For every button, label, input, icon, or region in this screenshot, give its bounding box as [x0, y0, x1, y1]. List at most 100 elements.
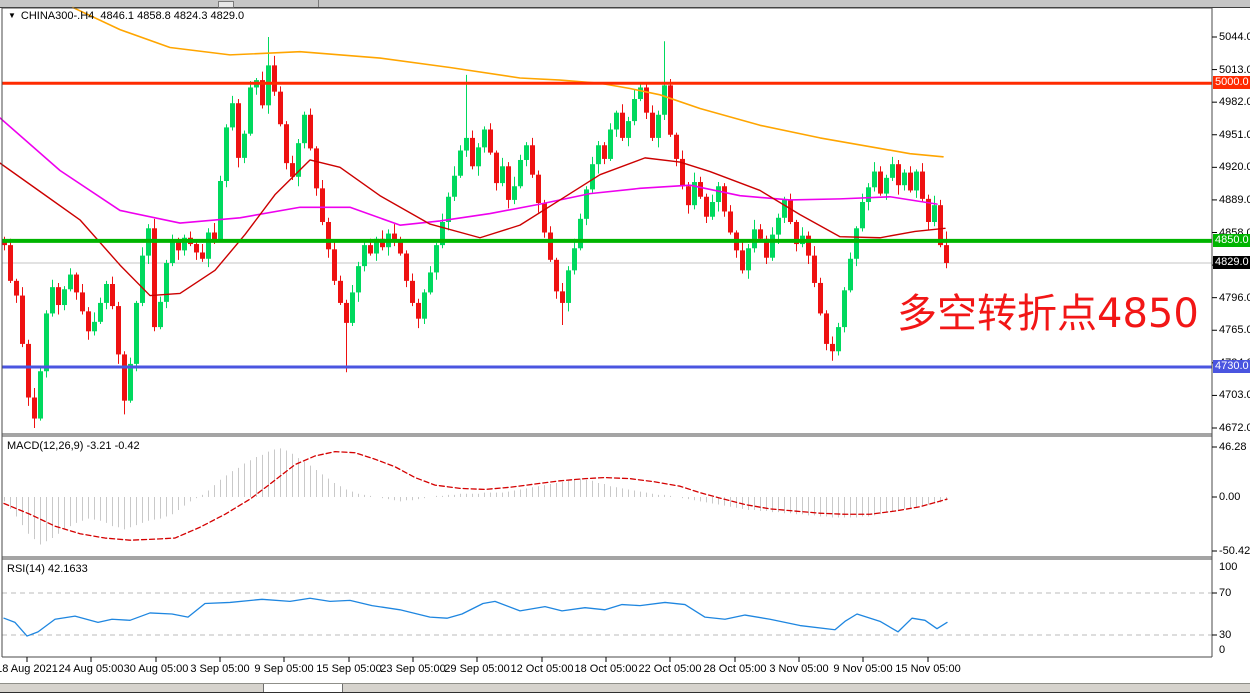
- candle-up: [614, 112, 619, 130]
- candle-down: [824, 313, 829, 344]
- candle-up: [902, 172, 907, 186]
- ma-fast-line: [0, 157, 946, 297]
- candle-up: [92, 321, 97, 332]
- candle-down: [74, 274, 79, 293]
- candle-up: [422, 292, 427, 319]
- date-tick-label: 24 Aug 05:00: [58, 663, 124, 675]
- candle-up: [692, 182, 697, 206]
- chart-title-row: ▼ CHINA300-.H4 4846.1 4858.8 4824.3 4829.…: [8, 10, 244, 22]
- top-strip-separator: [318, 0, 319, 7]
- candle-up: [632, 99, 637, 122]
- price-badge-4850: 4850.0: [1213, 233, 1250, 247]
- candle-up: [170, 241, 175, 263]
- rsi-line: [3, 597, 948, 637]
- date-tick-label: 12 Oct 05:00: [510, 663, 574, 675]
- date-tick-label: 29 Sep 05:00: [444, 663, 510, 675]
- date-tick-label: 15 Sep 05:00: [316, 663, 382, 675]
- candle-up: [746, 248, 751, 271]
- status-bar-inset: [263, 684, 343, 693]
- candle-up: [302, 114, 307, 144]
- candle-down: [56, 287, 61, 306]
- candle-down: [530, 145, 535, 175]
- candle-down: [812, 255, 817, 283]
- candle-up: [62, 289, 67, 306]
- candle-down: [944, 245, 949, 263]
- candle-down: [806, 235, 811, 256]
- candle-down: [668, 85, 673, 135]
- candle-down: [236, 103, 241, 158]
- candle-up: [890, 164, 895, 178]
- candle-down: [908, 172, 913, 191]
- candle-up: [296, 143, 301, 177]
- candle-up: [710, 202, 715, 217]
- date-tick-label: 15 Nov 05:00: [895, 663, 961, 675]
- candle-down: [398, 241, 403, 254]
- date-tick-label: 3 Sep 05:00: [190, 663, 250, 675]
- candle-up: [128, 363, 133, 401]
- candle-up: [590, 164, 595, 190]
- candle-down: [494, 152, 499, 184]
- annotation-text[interactable]: 多空转折点4850: [897, 291, 1199, 337]
- candle-up: [374, 238, 379, 254]
- candle-up: [434, 245, 439, 273]
- date-tick-label: 18 Oct 05:00: [574, 663, 638, 675]
- candle-up: [776, 217, 781, 235]
- candle-down: [212, 232, 217, 240]
- candle-down: [650, 112, 655, 138]
- candle-down: [554, 259, 559, 292]
- candle-down: [920, 171, 925, 199]
- candle-down: [938, 205, 943, 246]
- candle-up: [242, 133, 247, 158]
- candle-up: [350, 292, 355, 323]
- rsi-axis-label: 30: [1219, 629, 1232, 641]
- candle-up: [518, 159, 523, 187]
- candle-down: [602, 145, 607, 159]
- candle-down: [122, 354, 127, 401]
- candle-down: [470, 137, 475, 167]
- candle-down: [506, 166, 511, 200]
- candle-up: [872, 171, 877, 188]
- candle-down: [368, 245, 373, 254]
- candle-up: [266, 65, 271, 106]
- candle-up: [206, 232, 211, 259]
- candle-down: [896, 164, 901, 186]
- candle-up: [596, 145, 601, 165]
- date-tick-label: 18 Aug 2021: [0, 663, 58, 675]
- candle-up: [572, 248, 577, 271]
- candle-down: [80, 292, 85, 312]
- candle-up: [44, 313, 49, 372]
- candle-up: [656, 114, 661, 138]
- candle-down: [404, 253, 409, 281]
- candle-up: [248, 87, 253, 134]
- candle-down: [644, 87, 649, 113]
- candle-up: [782, 199, 787, 218]
- candle-down: [152, 228, 157, 328]
- candle-down: [686, 186, 691, 206]
- price-tick-label: 5013.0: [1219, 63, 1250, 76]
- candle-down: [14, 280, 19, 296]
- candle-down: [284, 124, 289, 164]
- candle-up: [230, 103, 235, 128]
- candle-up: [884, 177, 889, 194]
- candle-down: [704, 196, 709, 217]
- candle-down: [416, 302, 421, 319]
- symbol-dropdown-icon[interactable]: ▼: [8, 11, 16, 20]
- candle-up: [524, 145, 529, 160]
- candle-up: [464, 137, 469, 151]
- candle-down: [332, 249, 337, 281]
- candle-up: [500, 166, 505, 184]
- candle-up: [866, 187, 871, 203]
- macd-signal-line: [3, 450, 948, 541]
- candle-up: [842, 290, 847, 328]
- candle-up: [68, 274, 73, 290]
- macd-axis-label: -50.42: [1219, 545, 1250, 557]
- candle-down: [320, 188, 325, 222]
- candle-up: [482, 129, 487, 148]
- candle-down: [818, 282, 823, 314]
- candle-up: [440, 221, 445, 246]
- date-tick-label: 22 Oct 05:00: [638, 663, 702, 675]
- candle-up: [752, 229, 757, 249]
- price-tick-label: 4672.0: [1219, 422, 1250, 434]
- candle-down: [176, 241, 181, 251]
